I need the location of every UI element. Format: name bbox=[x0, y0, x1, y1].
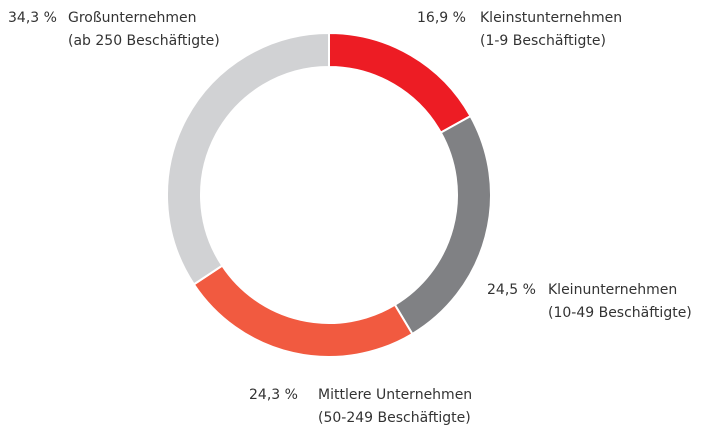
donut-segment bbox=[328, 31, 472, 134]
donut-segment bbox=[192, 264, 414, 358]
category-label: Großunternehmen bbox=[68, 10, 197, 26]
donut-segment bbox=[393, 114, 492, 336]
category-description: (ab 250 Beschäftigte) bbox=[68, 33, 220, 49]
category-description: (50-249 Beschäftigte) bbox=[318, 410, 471, 426]
value-label: 34,3 % bbox=[8, 10, 57, 26]
category-label: Kleinstunternehmen bbox=[480, 10, 622, 26]
donut-segment bbox=[165, 31, 330, 286]
category-description: (1-9 Beschäftigte) bbox=[480, 33, 606, 49]
value-label: 16,9 % bbox=[417, 10, 466, 26]
value-label: 24,5 % bbox=[487, 282, 536, 298]
category-label: Mittlere Unternehmen bbox=[318, 387, 472, 403]
category-label: Kleinunternehmen bbox=[548, 282, 677, 298]
category-description: (10-49 Beschäftigte) bbox=[548, 305, 692, 321]
value-label: 24,3 % bbox=[249, 387, 298, 403]
